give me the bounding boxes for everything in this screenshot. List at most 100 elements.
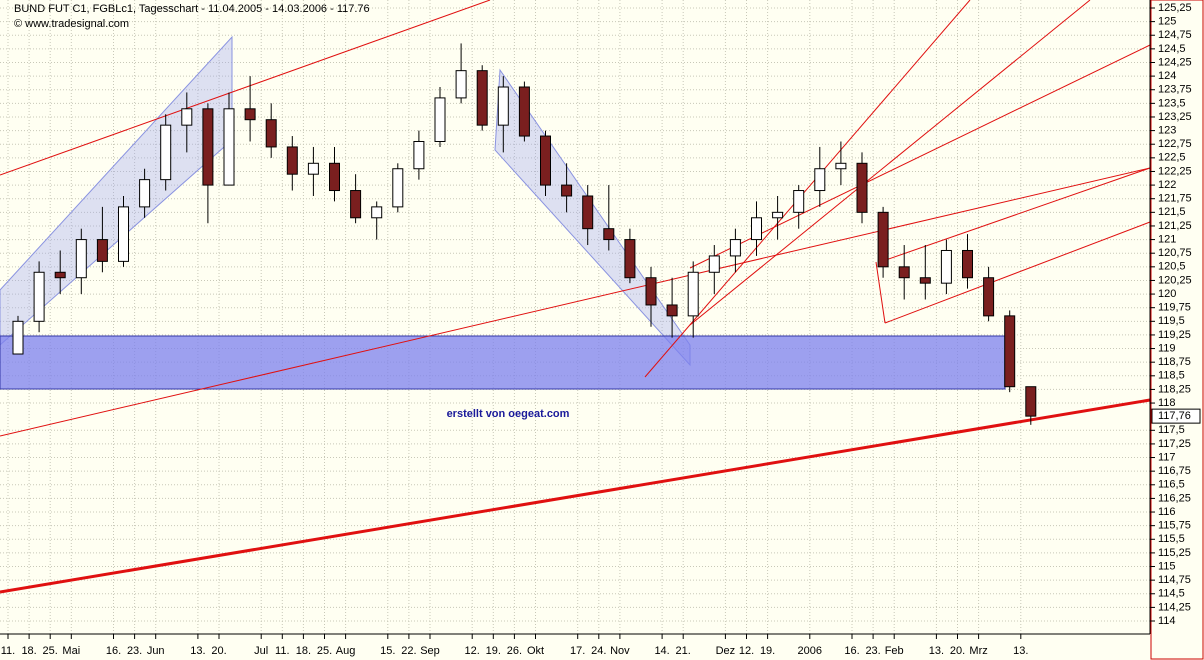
- candle-body: [940, 249, 952, 284]
- x-tick-label: Feb: [885, 645, 904, 657]
- x-tick-label: 13.: [1013, 645, 1028, 657]
- x-tick-label: Sep: [420, 645, 440, 657]
- x-tick-label: 25.: [317, 645, 332, 657]
- x-tick-label: 11.: [1, 645, 15, 657]
- trendline: [884, 221, 1151, 324]
- last-price-box: [1151, 408, 1201, 424]
- y-tick-label: 119,25: [1158, 329, 1191, 341]
- y-tick-label: 115,75: [1158, 520, 1191, 532]
- y-tick-label: 118,25: [1158, 383, 1191, 395]
- y-tick-label: 114,25: [1158, 601, 1191, 613]
- candle-body: [476, 70, 488, 126]
- y-tick-label: 125,25: [1158, 2, 1192, 14]
- y-tick-label: 114: [1158, 615, 1176, 627]
- candle-body: [54, 271, 66, 279]
- candle-body: [540, 135, 551, 186]
- candle-body: [729, 239, 741, 257]
- y-tick-label: 121,25: [1158, 220, 1192, 232]
- x-tick-label: 18.: [296, 645, 311, 657]
- y-tick-label: 115: [1158, 560, 1176, 572]
- candle-body: [708, 255, 720, 273]
- candle-body: [603, 228, 615, 241]
- trendline: [689, 0, 1091, 326]
- candle-body: [118, 206, 129, 262]
- y-tick-label: 116,75: [1158, 465, 1191, 477]
- x-tick-label: 12.: [739, 645, 754, 657]
- candle-body: [96, 239, 108, 262]
- y-tick-label: 118,5: [1158, 370, 1185, 382]
- candle-body: [181, 108, 193, 126]
- x-tick-label: 22.: [401, 645, 416, 657]
- candle-body: [33, 271, 45, 322]
- x-tick-label: 26.: [507, 645, 522, 657]
- y-tick-label: 114,5: [1158, 588, 1185, 600]
- y-tick-label: 119: [1158, 342, 1176, 354]
- x-tick-label: 12.: [465, 645, 480, 657]
- y-tick-label: 115,5: [1158, 533, 1185, 545]
- x-tick-label: Jun: [147, 645, 165, 657]
- candle-body: [582, 195, 594, 230]
- candle-body: [223, 108, 235, 186]
- candle-body: [687, 271, 699, 317]
- trendline: [0, 0, 491, 176]
- candle-body: [160, 124, 172, 181]
- x-tick-label: Mrz: [969, 645, 987, 657]
- candle-body: [645, 277, 657, 306]
- x-tick-label: 2006: [798, 645, 822, 657]
- y-tick-label: 122,5: [1158, 152, 1186, 164]
- y-tick-label: 125: [1158, 16, 1176, 28]
- y-tick-label: 118: [1158, 397, 1176, 409]
- trendline: [689, 44, 1151, 269]
- x-tick-label: 16.: [106, 645, 121, 657]
- chart-title: BUND FUT C1, FGBLc1, Tagesschart - 11.04…: [14, 3, 370, 15]
- annotation: erstellt von oegeat.com: [447, 408, 570, 420]
- x-tick-label: 19.: [760, 645, 775, 657]
- candle-body: [898, 266, 910, 279]
- candle-body: [350, 190, 362, 219]
- y-tick-label: 117,5: [1158, 424, 1185, 436]
- y-tick-label: 123,5: [1158, 97, 1186, 109]
- x-tick-label: 11.: [275, 645, 289, 657]
- x-tick-label: 17.: [570, 645, 585, 657]
- candle-body: [307, 162, 319, 175]
- y-tick-label: 120,25: [1158, 274, 1192, 286]
- support-zone: [0, 335, 1006, 390]
- candle-body: [835, 162, 847, 170]
- x-tick-label: 24.: [591, 645, 606, 657]
- x-tick-label: Dez: [716, 645, 736, 657]
- x-tick-label: Mai: [62, 645, 80, 657]
- y-tick-label: 123,25: [1158, 111, 1192, 123]
- y-tick-label: 116,5: [1158, 479, 1185, 491]
- y-tick-label: 121: [1158, 233, 1176, 245]
- grid: [0, 0, 1150, 634]
- candle-body: [413, 140, 425, 170]
- x-tick-label: 13.: [190, 645, 205, 657]
- candle-body: [772, 211, 784, 219]
- trendline: [0, 398, 1151, 594]
- y-tick-label: 114,75: [1158, 574, 1191, 586]
- y-tick-label: 117: [1158, 451, 1176, 463]
- y-tick-label: 123,75: [1158, 84, 1192, 96]
- y-tick-label: 115,25: [1158, 547, 1191, 559]
- y-tick-label: 124,75: [1158, 29, 1192, 41]
- candle-body: [286, 146, 298, 175]
- x-tick-label: 23.: [865, 645, 880, 657]
- axis-panel: [1150, 0, 1204, 660]
- y-tick-label: 122,25: [1158, 165, 1192, 177]
- y-tick-label: 124,5: [1158, 43, 1186, 55]
- x-tick-label: 20.: [950, 645, 965, 657]
- candles: [12, 43, 1037, 425]
- x-tick-label: 21.: [676, 645, 691, 657]
- x-tick-label: 13.: [929, 645, 944, 657]
- y-tick-label: 124,25: [1158, 56, 1192, 68]
- y-tick-label: 118,75: [1158, 356, 1191, 368]
- candle-body: [962, 249, 973, 279]
- y-tick-label: 120: [1158, 288, 1176, 300]
- y-tick-label: 124: [1158, 70, 1176, 82]
- candle-body: [265, 119, 277, 148]
- y-tick-label: 116: [1158, 506, 1176, 518]
- candle-body: [75, 239, 87, 279]
- x-tick-label: Jul: [254, 645, 268, 657]
